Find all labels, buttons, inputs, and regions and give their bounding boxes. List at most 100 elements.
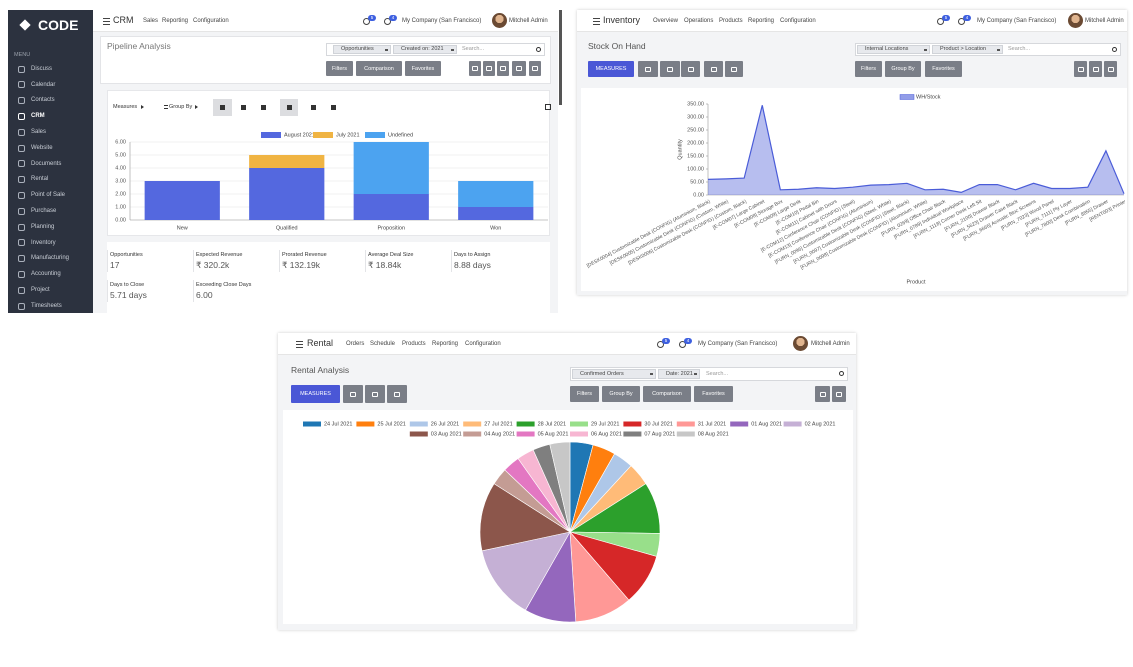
user-name[interactable]: Mitchell Admin xyxy=(1085,17,1124,24)
kpi-label[interactable]: Exceeding Close Days xyxy=(196,281,252,288)
menu-item[interactable]: Configuration xyxy=(465,340,501,347)
notify-icon[interactable] xyxy=(363,17,370,25)
kpi-value[interactable]: ₹ 320.2k xyxy=(196,260,230,271)
facet-chip[interactable] xyxy=(932,45,1003,54)
sidebar-item[interactable]: Contacts xyxy=(31,97,55,104)
icon-button[interactable] xyxy=(832,386,846,402)
kpi-label[interactable]: Days to Assign xyxy=(454,251,491,258)
sidebar-item[interactable]: Rental xyxy=(31,176,49,183)
facet-chip[interactable] xyxy=(572,369,656,379)
company-name[interactable]: My Company (San Francisco) xyxy=(402,17,482,24)
filter-button[interactable]: Group By xyxy=(885,61,921,77)
sidebar-item[interactable]: Calendar xyxy=(31,81,56,88)
notify-icon[interactable] xyxy=(958,17,965,25)
filter-button[interactable]: Comparison xyxy=(356,61,402,76)
app-name[interactable]: CRM xyxy=(113,15,134,26)
sidebar-item[interactable]: Website xyxy=(31,144,53,151)
filter-button[interactable]: Filters xyxy=(326,61,353,76)
icon-button[interactable] xyxy=(704,61,723,77)
facet-remove[interactable] xyxy=(385,48,388,51)
icon-button[interactable] xyxy=(365,385,385,403)
user-name[interactable]: Mitchell Admin xyxy=(811,340,850,347)
notify-icon[interactable] xyxy=(679,340,686,348)
notify-icon[interactable] xyxy=(384,17,391,25)
icon-button[interactable] xyxy=(681,61,700,77)
filter-button[interactable]: Favorites xyxy=(694,386,733,402)
filter-button[interactable]: Filters xyxy=(570,386,599,402)
kpi-label[interactable]: Opportunities xyxy=(110,251,143,258)
menu-item[interactable]: Operations xyxy=(684,17,714,24)
company-name[interactable]: My Company (San Francisco) xyxy=(698,340,778,347)
kpi-value[interactable]: 8.88 days xyxy=(454,260,491,271)
menu-item[interactable]: Products xyxy=(719,17,743,24)
search-placeholder[interactable]: Search... xyxy=(1008,46,1031,53)
sidebar-item[interactable]: Planning xyxy=(31,223,55,230)
sidebar-item[interactable]: Manufacturing xyxy=(31,255,70,262)
menu-item[interactable]: Configuration xyxy=(780,17,816,24)
sidebar-item[interactable]: Project xyxy=(31,286,50,293)
sidebar-item[interactable]: Point of Sale xyxy=(31,192,66,199)
icon-button[interactable] xyxy=(343,385,363,403)
kpi-value[interactable]: 5.71 days xyxy=(110,290,147,301)
sidebar-item[interactable]: Purchase xyxy=(31,207,57,214)
kpi-value[interactable]: ₹ 132.19k xyxy=(282,260,321,271)
menu-item[interactable]: Products xyxy=(402,340,426,347)
filter-button[interactable]: Favorites xyxy=(405,61,441,76)
measures-button[interactable]: MEASURES xyxy=(588,61,634,77)
search-placeholder[interactable]: Search... xyxy=(462,46,485,53)
search-icon[interactable] xyxy=(839,371,844,376)
facet-remove[interactable] xyxy=(694,373,697,375)
facet-remove[interactable] xyxy=(997,48,1000,51)
menu-item[interactable]: Overview xyxy=(653,17,679,24)
sidebar-item[interactable]: Inventory xyxy=(31,239,56,246)
expand-icon[interactable] xyxy=(545,104,551,110)
icon-button[interactable] xyxy=(815,386,830,402)
icon-button[interactable] xyxy=(483,61,495,76)
kpi-label[interactable]: Average Deal Size xyxy=(368,251,414,258)
facet-remove[interactable] xyxy=(650,373,653,375)
sidebar-item[interactable]: Accounting xyxy=(31,271,61,278)
facet-remove[interactable] xyxy=(451,48,454,51)
menu-item[interactable]: Orders xyxy=(346,340,365,347)
app-name[interactable]: Inventory xyxy=(603,15,641,26)
icon-button[interactable] xyxy=(660,61,680,77)
dropdown-label[interactable]: Group By xyxy=(169,103,193,110)
sidebar-item[interactable]: Discuss xyxy=(31,65,53,72)
filter-button[interactable]: Comparison xyxy=(643,386,691,402)
menu-item[interactable]: Reporting xyxy=(432,340,459,347)
search-icon[interactable] xyxy=(1112,46,1117,52)
measures-button[interactable]: MEASURES xyxy=(291,385,340,403)
dropdown-label[interactable]: Measures xyxy=(113,103,138,110)
kpi-value[interactable]: ₹ 18.84k xyxy=(368,260,402,271)
icon-button[interactable] xyxy=(469,61,481,76)
icon-button[interactable] xyxy=(529,61,541,76)
sidebar-item[interactable]: CRM xyxy=(31,113,45,120)
filter-button[interactable]: Filters xyxy=(855,61,882,77)
icon-button[interactable] xyxy=(387,385,407,403)
menu-item[interactable]: Reporting xyxy=(162,17,189,24)
menu-item[interactable]: Configuration xyxy=(193,17,229,24)
search-icon[interactable] xyxy=(536,46,541,52)
facet-chip[interactable] xyxy=(393,45,457,54)
icon-button[interactable] xyxy=(512,61,526,76)
search-placeholder[interactable]: Search... xyxy=(706,370,729,377)
icon-button[interactable] xyxy=(497,61,509,76)
facet-chip[interactable] xyxy=(857,45,930,54)
menu-item[interactable]: Schedule xyxy=(370,340,396,347)
facet-remove[interactable] xyxy=(924,48,927,51)
sidebar-item[interactable]: Documents xyxy=(31,160,62,167)
kpi-value[interactable]: 6.00 xyxy=(196,290,213,301)
icon-button[interactable] xyxy=(1074,61,1087,77)
kpi-value[interactable]: 17 xyxy=(110,260,120,271)
filter-button[interactable]: Favorites xyxy=(925,61,962,77)
facet-chip[interactable] xyxy=(658,369,700,379)
facet-chip[interactable] xyxy=(333,45,391,54)
sidebar-item[interactable]: Timesheets xyxy=(31,302,62,309)
app-name[interactable]: Rental xyxy=(307,338,334,349)
menu-item[interactable]: Sales xyxy=(143,17,159,24)
kpi-label[interactable]: Expected Revenue xyxy=(196,251,243,258)
notify-icon[interactable] xyxy=(937,17,944,25)
user-name[interactable]: Mitchell Admin xyxy=(509,17,548,24)
kpi-label[interactable]: Days to Close xyxy=(110,281,145,288)
menu-item[interactable]: Reporting xyxy=(748,17,775,24)
